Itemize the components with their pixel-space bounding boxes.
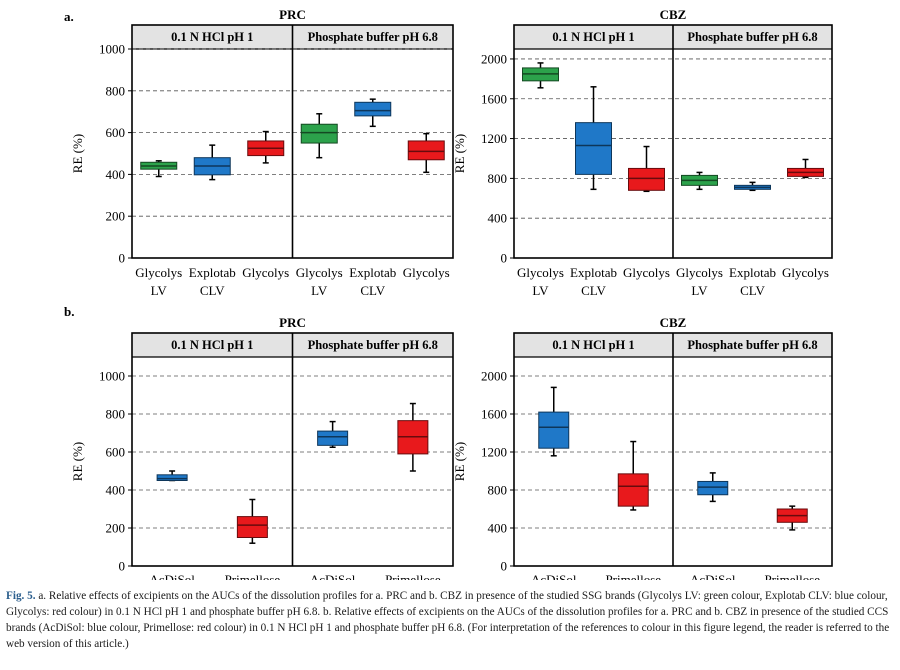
- box-red: [236, 516, 268, 538]
- x-category-label: AcDiSol: [149, 572, 195, 580]
- x-category-label-line2: LV: [151, 283, 168, 298]
- chart-title: CBZ: [660, 7, 687, 22]
- x-category-label: Glycolys: [403, 265, 450, 280]
- x-category-label-line2: LV: [311, 283, 328, 298]
- y-tick-label: 400: [488, 521, 508, 536]
- x-category-label: Glycolys: [676, 265, 723, 280]
- y-axis-label: RE (%): [70, 134, 85, 173]
- y-tick-label: 1200: [481, 445, 507, 460]
- group-header-label: 0.1 N HCl pH 1: [552, 338, 634, 352]
- box-blue: [575, 122, 612, 175]
- panel-label: a.: [64, 9, 74, 24]
- y-tick-label: 0: [501, 559, 508, 574]
- x-category-label: Explotab: [570, 265, 617, 280]
- x-category-label: Glycolys: [135, 265, 182, 280]
- plot-frame: [513, 332, 833, 567]
- x-category-label: Explotab: [729, 265, 776, 280]
- y-tick-label: 0: [119, 251, 126, 266]
- y-tick-label: 600: [106, 445, 126, 460]
- group-header-label: 0.1 N HCl pH 1: [552, 30, 634, 44]
- x-category-label: Explotab: [349, 265, 396, 280]
- chart-title: CBZ: [660, 315, 687, 330]
- y-tick-label: 200: [106, 209, 126, 224]
- y-tick-label: 2000: [481, 51, 507, 66]
- y-tick-label: 400: [106, 167, 126, 182]
- y-tick-label: 0: [119, 559, 126, 574]
- figure-caption: Fig. 5. a. Relative effects of excipient…: [6, 588, 894, 652]
- figure-canvas: a. b. PRC 0.1 N HCl pH 1 Phosphate buffer pH…: [64, 7, 833, 580]
- x-category-label: Glycolys: [623, 265, 670, 280]
- y-tick-label: 2000: [481, 369, 507, 384]
- y-tick-label: 1600: [481, 407, 507, 422]
- panel-label: b.: [64, 304, 74, 319]
- caption-label: Fig. 5.: [6, 590, 36, 602]
- group-header-label: Phosphate buffer pH 6.8: [308, 338, 438, 352]
- y-axis-label: RE (%): [70, 442, 85, 481]
- box-red: [407, 140, 445, 161]
- box-blue: [156, 474, 188, 481]
- y-tick-label: 200: [106, 521, 126, 536]
- x-category-label: Explotab: [189, 265, 236, 280]
- x-category-label: AcDiSol: [531, 572, 577, 580]
- y-tick-label: 1600: [481, 91, 507, 106]
- x-category-label-line2: CLV: [200, 283, 225, 298]
- y-tick-label: 400: [106, 483, 126, 498]
- group-header-label: Phosphate buffer pH 6.8: [687, 338, 817, 352]
- y-tick-label: 800: [106, 83, 126, 98]
- y-tick-label: 800: [106, 407, 126, 422]
- plot-frame: [131, 24, 454, 259]
- y-tick-label: 1200: [481, 131, 507, 146]
- y-tick-label: 800: [488, 483, 508, 498]
- x-category-label: Glycolys: [296, 265, 343, 280]
- group-header-label: Phosphate buffer pH 6.8: [308, 30, 438, 44]
- box-blue: [317, 430, 349, 446]
- y-axis-label: RE (%): [452, 442, 467, 481]
- chart-title: PRC: [279, 7, 306, 22]
- plot-frame: [131, 332, 454, 567]
- x-category-label: Glycolys: [242, 265, 289, 280]
- y-tick-label: 1000: [99, 369, 125, 384]
- x-category-label: Primellose: [225, 572, 281, 580]
- box-red: [628, 167, 665, 191]
- y-axis-label: RE (%): [452, 134, 467, 173]
- x-category-label: Primellose: [385, 572, 441, 580]
- caption-text: a. Relative effects of excipients on the…: [6, 590, 890, 650]
- chart-title: PRC: [279, 315, 306, 330]
- x-category-label: Glycolys: [782, 265, 829, 280]
- x-category-label: Primellose: [764, 572, 820, 580]
- x-category-label: Glycolys: [517, 265, 564, 280]
- group-header-label: Phosphate buffer pH 6.8: [687, 30, 817, 44]
- box-red: [617, 473, 649, 507]
- x-category-label-line2: LV: [691, 283, 708, 298]
- group-header-label: 0.1 N HCl pH 1: [171, 338, 253, 352]
- y-tick-label: 1000: [99, 42, 125, 57]
- y-tick-label: 800: [488, 171, 508, 186]
- box-blue: [697, 480, 729, 496]
- x-category-label-line2: CLV: [360, 283, 385, 298]
- group-header-label: 0.1 N HCl pH 1: [171, 30, 253, 44]
- y-tick-label: 400: [488, 211, 508, 226]
- box-blue: [538, 411, 570, 449]
- y-tick-label: 600: [106, 125, 126, 140]
- x-category-label-line2: LV: [532, 283, 549, 298]
- box-blue: [354, 101, 392, 117]
- plot-frame: [513, 24, 833, 259]
- x-category-label-line2: CLV: [581, 283, 606, 298]
- y-tick-label: 0: [501, 251, 508, 266]
- box-green: [300, 123, 338, 144]
- x-category-label: Primellose: [605, 572, 661, 580]
- x-category-label: AcDiSol: [310, 572, 356, 580]
- x-category-label: AcDiSol: [690, 572, 736, 580]
- x-category-label-line2: CLV: [740, 283, 765, 298]
